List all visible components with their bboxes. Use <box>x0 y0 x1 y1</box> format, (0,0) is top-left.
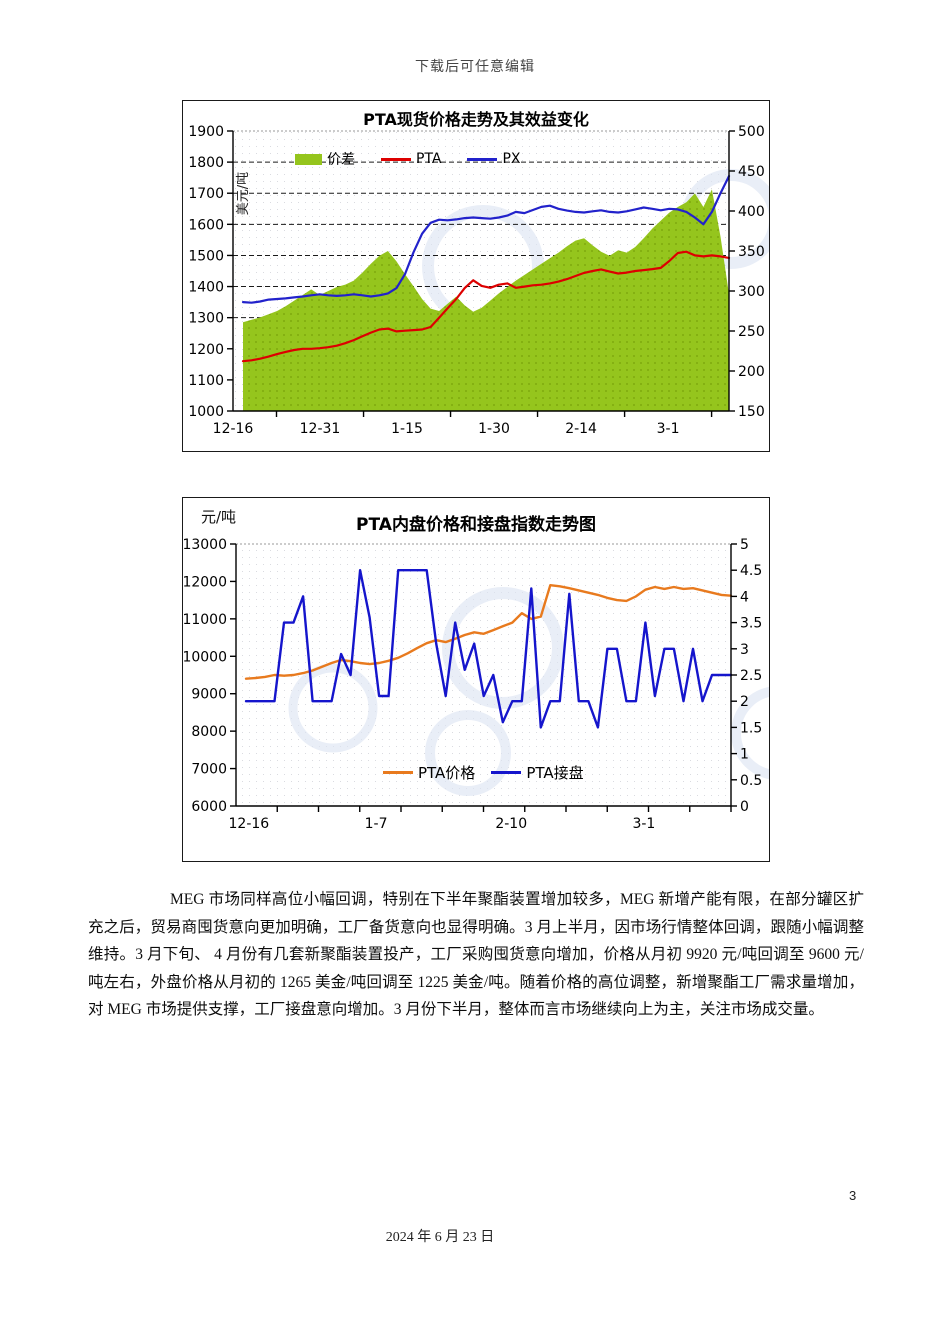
left-axis-tick-label: 7000 <box>191 762 227 778</box>
right-axis-tick-label: 1.5 <box>740 720 762 736</box>
legend-item-px: PX <box>467 151 521 167</box>
right-axis-tick-label: 250 <box>738 324 765 340</box>
watermark <box>442 587 564 709</box>
chart2-title: PTA内盘价格和接盘指数走势图 <box>356 515 596 535</box>
left-axis-tick-label: 1500 <box>188 248 224 264</box>
left-axis-tick-label: 1300 <box>188 311 224 327</box>
left-axis-tick-label: 13000 <box>183 537 227 553</box>
series-area-价差 <box>243 189 729 411</box>
left-axis-tick-label: 1700 <box>188 186 224 202</box>
right-axis-tick-label: 4 <box>740 589 749 605</box>
right-axis-tick-label: 5 <box>740 537 749 553</box>
left-axis-tick-label: 1100 <box>188 373 224 389</box>
legend-item-spread: 价差 <box>295 149 355 169</box>
left-axis-tick-label: 1000 <box>188 404 224 420</box>
right-axis-tick-label: 500 <box>738 124 765 140</box>
legend-label-pta: PTA <box>416 151 442 167</box>
x-axis-tick-label: 12-31 <box>300 421 341 437</box>
left-axis-tick-label: 11000 <box>183 612 227 628</box>
legend-item-pta: PTA <box>381 151 441 167</box>
right-axis-tick-label: 4.5 <box>740 563 762 579</box>
series-line-PTA价格 <box>244 583 733 680</box>
x-axis-tick-label: 1-15 <box>391 421 423 437</box>
left-axis-tick-label: 1600 <box>188 217 224 233</box>
legend-label-spread: 价差 <box>327 152 355 168</box>
left-axis-tick-label: 8000 <box>191 724 227 740</box>
right-axis-tick-label: 1 <box>740 747 749 763</box>
x-axis-tick-label: 3-1 <box>632 816 655 832</box>
left-axis-tick-label: 1200 <box>188 342 224 358</box>
right-axis-tick-label: 150 <box>738 404 765 420</box>
legend-label-pta-index: PTA接盘 <box>526 764 584 782</box>
chart1-container: 1900 1800 1700 1600 1500 1400 1300 1200 1100 1000… <box>182 100 770 452</box>
px-line-swatch-icon <box>467 157 498 161</box>
page-number: 3 <box>849 1188 857 1203</box>
x-axis-tick-label: 1-7 <box>365 816 388 832</box>
right-axis-tick-label: 2 <box>740 694 749 710</box>
left-axis-tick-label: 1900 <box>188 124 224 140</box>
chart1-legend: 价差 PTA PX <box>295 149 521 169</box>
pta-line-swatch-icon <box>381 157 411 161</box>
pta-index-line-swatch-icon <box>491 771 522 774</box>
right-axis-tick-label: 400 <box>738 204 765 220</box>
legend-item-pta-index: PTA接盘 <box>491 762 584 783</box>
body-paragraph: MEG 市场同样高位小幅回调，特别在下半年聚酯装置增加较多，MEG 新增产能有限… <box>88 891 864 1019</box>
right-axis-tick-label: 300 <box>738 284 765 300</box>
chart1-y-axis-unit: 美元/吨 <box>236 171 252 216</box>
right-axis-tick-label: 0 <box>740 799 749 815</box>
x-axis-tick-label: 3-1 <box>657 421 680 437</box>
legend-item-pta-price: PTA价格 <box>383 762 475 783</box>
left-axis-tick-label: 6000 <box>191 799 227 815</box>
left-axis-tick-label: 12000 <box>183 574 227 590</box>
right-axis-tick-label: 2.5 <box>740 668 762 684</box>
x-axis-tick-label: 2-14 <box>565 421 597 437</box>
header-note: 下载后可任意编辑 <box>415 60 535 75</box>
chart1-plot: 1900 1800 1700 1600 1500 1400 1300 1200 1100 1000… <box>188 124 769 437</box>
right-axis-tick-label: 0.5 <box>740 773 762 789</box>
footer-date: 2024 年 6 月 23 日 <box>385 1230 495 1245</box>
left-axis-tick-label: 10000 <box>183 649 227 665</box>
chart2-plot: 13000 12000 11000 10000 9000 8000 7000 6000 5 4.5… <box>183 537 769 832</box>
x-axis-tick-label: 1-30 <box>478 421 510 437</box>
right-axis-tick-label: 450 <box>738 164 765 180</box>
right-axis-tick-label: 3.5 <box>740 616 762 632</box>
chart2-y-axis-unit: 元/吨 <box>201 508 237 526</box>
chart2-legend: PTA价格 PTA接盘 <box>383 762 584 783</box>
right-axis-tick-label: 350 <box>738 244 765 260</box>
x-axis-tick-label: 12-16 <box>229 816 270 832</box>
left-axis-tick-label: 1400 <box>188 280 224 296</box>
right-axis-tick-label: 3 <box>740 642 749 658</box>
chart2-container: 13000 12000 11000 10000 9000 8000 7000 6000 5 4.5… <box>182 497 770 862</box>
pta-price-line-swatch-icon <box>383 771 413 774</box>
spread-area-swatch-icon <box>295 153 322 165</box>
chart1-title: PTA现货价格走势及其效益变化 <box>363 110 589 129</box>
series-line-PTA <box>241 250 731 363</box>
series-line-PX <box>241 174 731 304</box>
legend-label-px: PX <box>502 151 521 167</box>
left-axis-tick-label: 9000 <box>191 687 227 703</box>
x-axis-tick-label: 2-10 <box>495 816 527 832</box>
x-axis-tick-label: 12-16 <box>213 421 254 437</box>
watermark <box>288 663 378 753</box>
watermark <box>731 686 769 780</box>
right-axis-tick-label: 200 <box>738 364 765 380</box>
legend-label-pta-price: PTA价格 <box>418 764 476 782</box>
left-axis-tick-label: 1800 <box>188 155 224 171</box>
series-line-PTA接盘 <box>244 568 733 729</box>
watermark <box>425 710 511 796</box>
